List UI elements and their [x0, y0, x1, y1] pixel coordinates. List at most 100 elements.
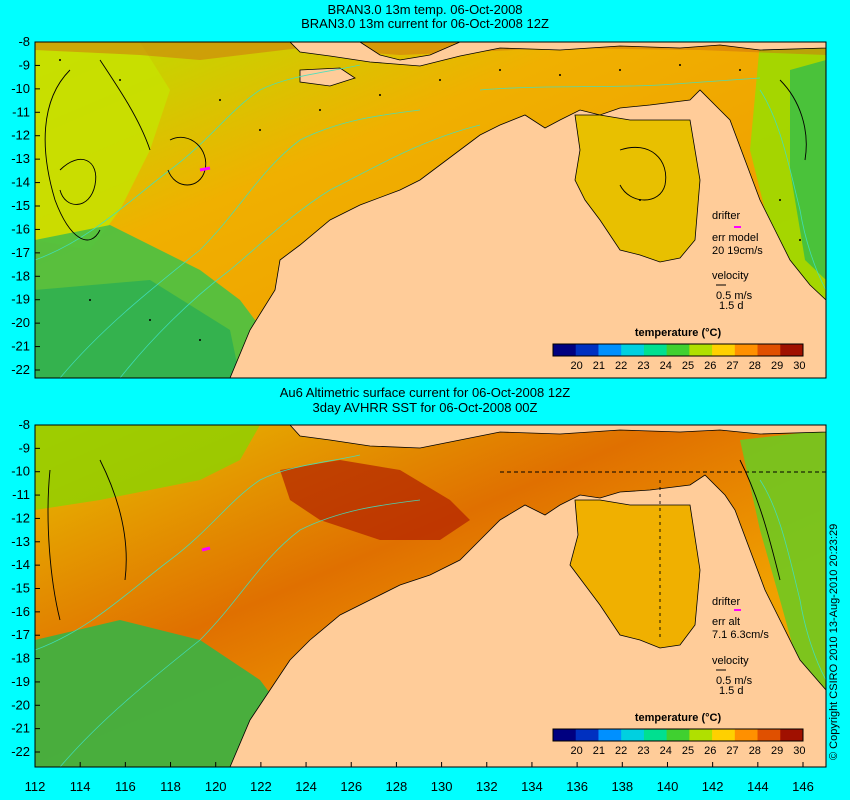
panel2-x-label: 122 [250, 779, 272, 794]
panel2-y-label: -17 [11, 627, 30, 642]
panel1-colorbar-swatch [689, 344, 713, 356]
panel2-x-label: 128 [386, 779, 408, 794]
panel1-y-label: -17 [11, 245, 30, 260]
panel1-colorbar-swatch [757, 344, 781, 356]
panel2-colorbar-border [552, 728, 804, 742]
panel2-y-label: -9 [18, 440, 30, 455]
panel2-colorbar-label: 30 [793, 745, 805, 757]
panel1-err-line2: 20 19cm/s [712, 245, 763, 257]
panel1-y-label: -20 [11, 315, 30, 330]
panel1-colorbar-swatch [780, 344, 804, 356]
panel2-y-label: -15 [11, 581, 30, 596]
panel1-y-label: -14 [11, 175, 30, 190]
panel2-x-label: 130 [431, 779, 453, 794]
panel1-colorbar-title: temperature (°C) [635, 327, 722, 339]
panel2-x-label: 118 [160, 779, 181, 794]
panel2-frame [34, 424, 827, 768]
panel1-velocity-time: 1.5 d [719, 300, 743, 312]
panel2-title-line2: 3day AVHRR SST for 06-Oct-2008 00Z [312, 400, 538, 415]
panel2-x-label: 140 [657, 779, 679, 794]
panel2-colorbar-label: 25 [682, 745, 694, 757]
panel2-colorbar-swatch [734, 729, 759, 741]
panel2-timor-land [289, 425, 826, 449]
panel2-x-label: 146 [792, 779, 814, 794]
panel2-err-line2: 7.1 6.3cm/s [712, 629, 769, 641]
panel2-colorbar-label: 29 [771, 745, 783, 757]
panel2-colorbar-swatch [780, 729, 804, 741]
panel2-colorbar-title: temperature (°C) [635, 712, 722, 724]
panel1-colorbar: 20 21 22 23 24 25 26 27 28 29 30 [552, 343, 805, 372]
panel2-colorbar-label: 28 [749, 745, 761, 757]
panel1-y-label: -22 [11, 362, 30, 377]
panel2-x-axis: 112 114 116 118 120 122 124 126 128 130 132 134 136 1… [25, 762, 814, 794]
panel1-colorbar-swatch [734, 344, 759, 356]
panel1-colorbar-label: 26 [704, 360, 716, 372]
panel1-colorbar-swatch [666, 344, 690, 356]
panel2-velocity-scale: 0.5 m/s [716, 675, 753, 687]
panel1-colorbar-label: 20 [571, 360, 583, 372]
panel2-x-label: 114 [70, 779, 91, 794]
panel2-x-label: 138 [611, 779, 633, 794]
panel1-colorbar-swatch [553, 344, 577, 356]
panel1-y-label: -15 [11, 198, 30, 213]
panel1-sst-east-green [790, 60, 826, 280]
panel2-colorbar-label: 24 [660, 745, 672, 757]
panel2-current-streamlines [47, 459, 826, 640]
panel1-map: -8 -9 -10 -11 -12 -13 -14 -15 -16 -17 -18 -19 -20 -21… [11, 34, 827, 379]
panel1-y-label: -10 [11, 81, 30, 96]
panel1-velocity-scale: 0.5 m/s [716, 290, 753, 302]
panel1-colorbar-swatch [575, 344, 599, 356]
panel2-x-label: 120 [205, 779, 227, 794]
panel2-y-label: -18 [11, 651, 30, 666]
panel1-colorbar-swatch [712, 344, 736, 356]
panel1-sst-cool-west [35, 42, 170, 250]
panel2-x-label: 126 [340, 779, 362, 794]
panel2-colorbar-swatch [553, 729, 577, 741]
panel2-y-label: -22 [11, 744, 30, 759]
panel2-sst-north-green [35, 425, 260, 510]
panel1-frame [34, 41, 827, 379]
panel1-colorbar-border [552, 343, 804, 357]
panel2-colorbar-label: 23 [637, 745, 649, 757]
panel2-colorbar-label: 27 [726, 745, 738, 757]
panel2-colorbar-label: 26 [704, 745, 716, 757]
panel2-y-label: -11 [12, 487, 30, 502]
panel2-colorbar: 20 21 22 23 24 25 26 27 28 29 30 [552, 728, 805, 757]
panel1-colorbar-label: 22 [615, 360, 627, 372]
panel2-x-label: 136 [566, 779, 588, 794]
panel1-colorbar-label: 28 [749, 360, 761, 372]
panel2-colorbar-label: 21 [593, 745, 605, 757]
panel1-colorbar-swatch [598, 344, 622, 356]
panel1-island [299, 67, 356, 87]
panel2-colorbar-swatch [598, 729, 622, 741]
panel2-colorbar-label: 20 [571, 745, 583, 757]
panel1-err-line1: err model [712, 232, 758, 244]
panel2-colorbar-swatch [666, 729, 690, 741]
panel2-sst-cool-sw [35, 620, 300, 767]
panel1-timor-land [289, 42, 826, 67]
panel2-sst-hot-core [280, 460, 470, 540]
panel2-colorbar-swatch [712, 729, 736, 741]
panel1-y-label: -11 [12, 104, 30, 119]
panel1-colorbar-swatch [621, 344, 645, 356]
panel1-title-line2: BRAN3.0 13m current for 06-Oct-2008 12Z [301, 16, 549, 31]
panel2-y-label: -21 [11, 721, 30, 736]
panel2-y-label: -14 [11, 557, 30, 572]
panel1-title-line1: BRAN3.0 13m temp. 06-Oct-2008 [327, 2, 523, 17]
panel2-err-line1: err alt [712, 616, 740, 628]
panel1-y-label: -16 [11, 221, 30, 236]
panel2-colorbar-swatch [689, 729, 713, 741]
panel1-y-label: -18 [11, 268, 30, 283]
panel1-drifter-label: drifter [712, 210, 740, 222]
panel1-colorbar-label: 27 [726, 360, 738, 372]
panel2-colorbar-swatch [643, 729, 668, 741]
panel2-x-label: 134 [521, 779, 543, 794]
panel2-colorbar-label: 22 [615, 745, 627, 757]
panel2-colorbar-swatch [575, 729, 599, 741]
panel2-velocity-time: 1.5 d [719, 685, 743, 697]
panel2-x-label: 142 [702, 779, 724, 794]
panel1-velocity-label: velocity [712, 270, 749, 282]
panel2-colorbar-swatch [621, 729, 645, 741]
panel1-y-axis: -8 -9 -10 -11 -12 -13 -14 -15 -16 -17 -18 -19 -20 -21… [11, 34, 40, 377]
panel2-gulf-carpentaria [569, 499, 701, 649]
